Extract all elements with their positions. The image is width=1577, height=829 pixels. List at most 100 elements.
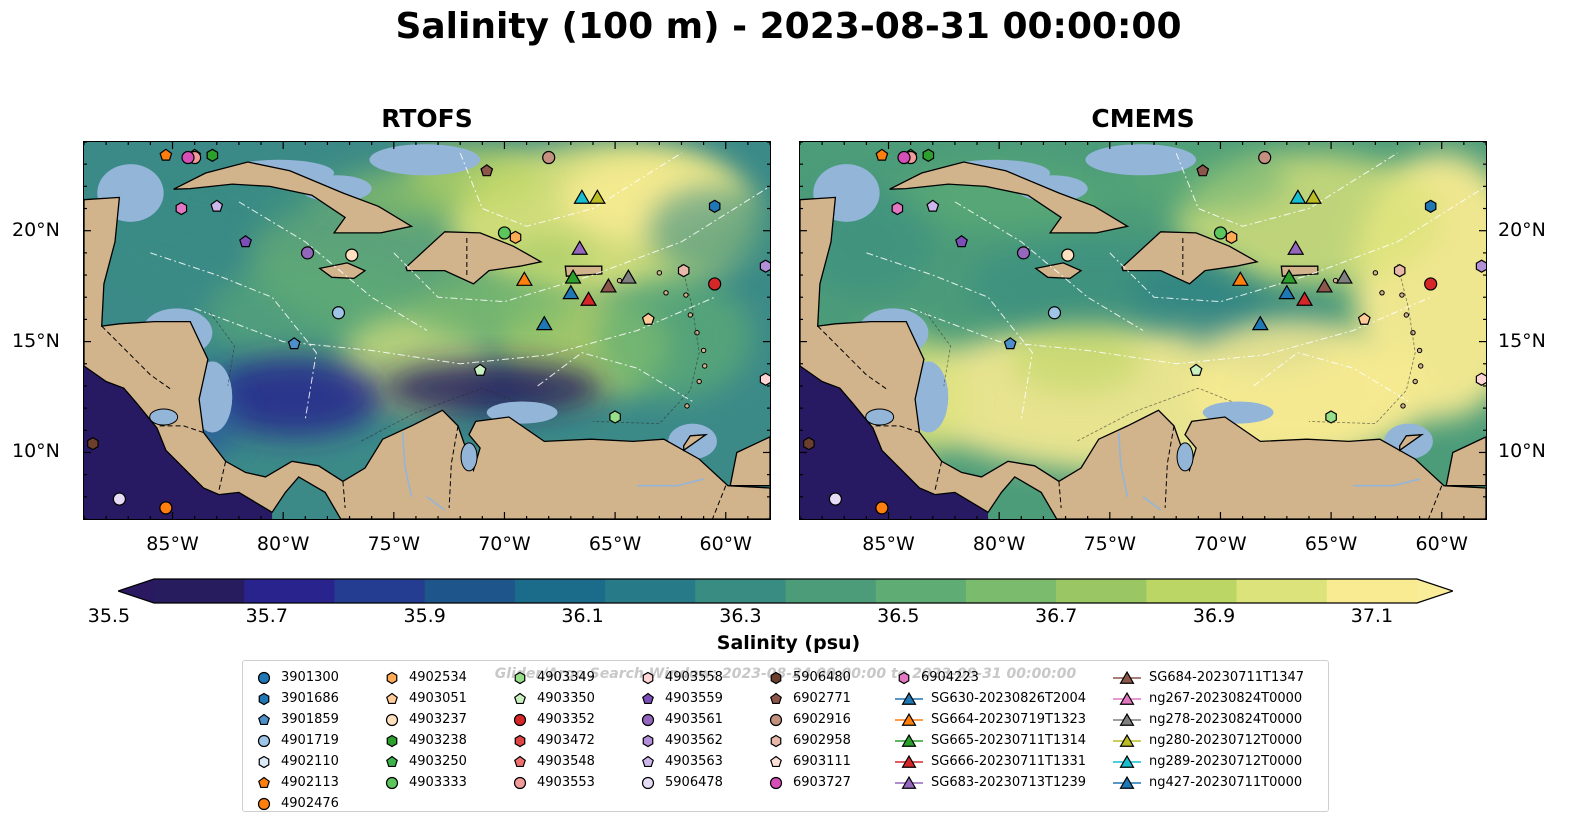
legend-marker-icon	[385, 776, 399, 789]
x-tick-label: 60°W	[1415, 533, 1468, 555]
shallow-shelf	[369, 144, 481, 176]
marker-4903051	[1357, 312, 1371, 325]
legend-marker	[257, 671, 271, 684]
shallow-shelf	[1085, 144, 1197, 176]
legend-entry-label: 6902916	[793, 712, 851, 727]
colorbar-tick-label: 37.1	[1350, 605, 1394, 627]
legend-marker-icon	[258, 755, 270, 768]
boundary-lines	[150, 152, 770, 420]
legend-entry: 4903349	[511, 667, 595, 688]
marker-4903238	[206, 148, 219, 162]
legend-entry-label: 4903238	[409, 733, 467, 748]
marker-sg666-20230711t1331	[1296, 291, 1314, 306]
legend-entry: 6903727	[767, 772, 851, 793]
bathymetry-contours	[209, 263, 700, 442]
small-island	[1412, 378, 1418, 385]
rtofs-map-svg	[84, 142, 770, 519]
legend-column: 4902534 4903051 4903237 4903238 4903250 49033…	[383, 667, 467, 793]
marker-5906478	[112, 492, 127, 506]
legend-marker-icon	[895, 733, 923, 747]
legend-marker	[641, 776, 655, 789]
legend-marker	[513, 713, 527, 726]
marker-4903333	[497, 226, 512, 240]
y-tick-label-left: 10°N	[12, 440, 60, 463]
marker-sg630-20230826t2004	[1251, 315, 1269, 331]
legend-entry-label: 4903563	[665, 754, 723, 769]
colorbar-tick-label: 36.7	[1034, 605, 1078, 627]
colorbar-tick-label: 36.9	[1192, 605, 1236, 627]
frame-ticks	[800, 142, 1486, 519]
marker-4903558	[1475, 372, 1486, 386]
pacific-ocean	[84, 365, 273, 519]
legend-marker-icon	[895, 754, 923, 768]
legend-entry: 4903472	[511, 730, 595, 751]
legend-marker	[257, 797, 271, 810]
legend-marker	[513, 776, 527, 789]
legend-entry-label: ng280-20230712T0000	[1149, 733, 1303, 748]
legend-column: SG684-20230711T1347 ng267-20230824T0000 ng…	[1113, 667, 1304, 793]
marker-ng289-20230712t0000	[1289, 189, 1307, 204]
legend-entry: 6902958	[767, 730, 851, 751]
legend-marker	[642, 692, 654, 704]
colorbar-extend-low	[118, 579, 154, 603]
legend-entry: ng280-20230712T0000	[1113, 730, 1304, 751]
legend-marker-icon	[514, 692, 526, 704]
legend-marker	[1119, 775, 1135, 789]
land-mass	[800, 196, 1486, 519]
legend-marker-icon	[257, 671, 271, 684]
legend-marker-icon	[1113, 775, 1141, 789]
marker-sg666-20230711t1331	[580, 291, 598, 306]
marker-4903349	[1325, 410, 1337, 424]
marker-sg665-20230711t1314	[1280, 268, 1298, 284]
legend-marker-icon	[386, 671, 398, 684]
legend-entry: SG683-20230713T1239	[895, 772, 1086, 793]
legend-marker	[258, 713, 270, 725]
legend-entry-label: SG665-20230711T1314	[931, 733, 1087, 748]
legend-marker-icon	[386, 755, 398, 767]
legend-entry: 4903333	[383, 772, 467, 793]
legend-entry-label: 6903727	[793, 775, 851, 790]
legend-marker	[386, 734, 398, 747]
x-tick-label: 70°W	[1194, 533, 1247, 555]
legend-entry: 3901686	[255, 688, 339, 709]
marker-4903558	[759, 372, 770, 386]
legend-marker-icon	[257, 797, 271, 810]
legend-marker-icon	[385, 713, 399, 726]
marker-4901719	[331, 306, 346, 320]
colorbar-segment	[1236, 579, 1328, 603]
legend-marker-icon	[641, 776, 655, 789]
salinity-field	[800, 146, 1486, 475]
legend-marker	[514, 671, 526, 684]
panel-title-cmems: CMEMS	[1091, 104, 1195, 133]
marker-4903559	[955, 235, 968, 248]
marker-4903559	[239, 235, 252, 248]
colorbar-tick-label: 35.5	[87, 605, 131, 627]
legend-marker	[386, 692, 398, 704]
rivers	[1117, 432, 1420, 511]
legend-entry-label: ng278-20230824T0000	[1149, 712, 1303, 727]
legend-entry: 5906480	[767, 667, 851, 688]
small-island	[1410, 330, 1416, 336]
legend-marker	[258, 692, 270, 705]
legend-entry: 3901859	[255, 709, 339, 730]
marker-4903352	[1424, 277, 1438, 291]
legend-entry: 4902476	[255, 793, 339, 814]
x-tick-label: 65°W	[1304, 533, 1358, 555]
legend-marker-icon	[257, 734, 271, 747]
marker-4903238	[922, 148, 935, 162]
legend-entry-label: 6904223	[921, 670, 979, 685]
x-tick-label: 80°W	[256, 533, 310, 555]
small-island	[1403, 312, 1410, 318]
legend-marker-icon	[1113, 670, 1141, 684]
legend-marker	[1119, 670, 1135, 684]
legend-entry-label: SG684-20230711T1347	[1149, 670, 1305, 685]
marker-6903727	[897, 150, 911, 165]
legend-entry: 4903352	[511, 709, 595, 730]
colorbar-segment	[424, 579, 516, 603]
legend-entry-label: 4903562	[665, 733, 723, 748]
legend-marker-icon	[386, 692, 398, 704]
cmems-map-svg	[800, 142, 1486, 519]
lake	[865, 408, 895, 426]
legend-entry-label: 4903250	[409, 754, 467, 769]
small-island	[656, 270, 663, 276]
